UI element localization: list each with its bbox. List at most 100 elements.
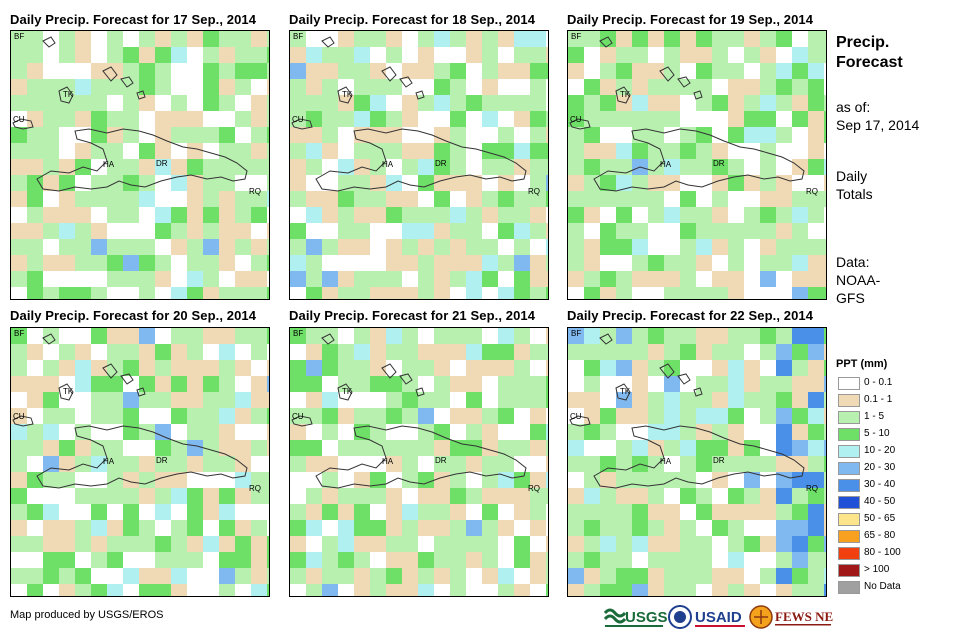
- legend-swatch: [838, 479, 860, 492]
- precip-cell: [402, 239, 418, 255]
- precip-cell: [498, 159, 514, 175]
- precip-cell: [306, 207, 322, 223]
- legend-swatch: [838, 428, 860, 441]
- precip-cell: [776, 440, 792, 456]
- precip-cell: [514, 328, 530, 344]
- precip-cell: [290, 536, 306, 552]
- precip-cell: [568, 191, 584, 207]
- precip-cell: [107, 127, 123, 143]
- precip-cell: [824, 127, 826, 143]
- precip-cell: [267, 424, 269, 440]
- precip-cell: [808, 360, 824, 376]
- precip-cell: [616, 207, 632, 223]
- precip-cell: [418, 255, 434, 271]
- precip-cell: [306, 79, 322, 95]
- precip-cell: [760, 504, 776, 520]
- precip-cell: [498, 95, 514, 111]
- precip-cell: [418, 488, 434, 504]
- precip-cell: [203, 440, 219, 456]
- precip-cell: [43, 328, 59, 344]
- precip-cell: [11, 143, 27, 159]
- precip-cell: [418, 63, 434, 79]
- precip-cell: [11, 127, 27, 143]
- precip-cell: [600, 328, 616, 344]
- precip-cell: [680, 159, 696, 175]
- usgs-logo: USGS: [603, 608, 668, 627]
- precip-cell: [466, 360, 482, 376]
- precip-cell: [107, 552, 123, 568]
- precip-cell: [219, 328, 235, 344]
- precip-cell: [251, 376, 267, 392]
- precip-cell: [514, 255, 530, 271]
- precip-cell: [267, 63, 269, 79]
- precip-cell: [418, 440, 434, 456]
- precip-cell: [680, 328, 696, 344]
- precip-cell: [600, 271, 616, 287]
- precip-cell: [171, 47, 187, 63]
- precip-cell: [187, 456, 203, 472]
- precip-cell: [808, 456, 824, 472]
- precip-cell: [584, 31, 600, 47]
- precip-cell: [155, 584, 171, 596]
- precip-cell: [568, 255, 584, 271]
- precip-cell: [306, 568, 322, 584]
- precip-cell: [290, 143, 306, 159]
- island-outline: [599, 333, 613, 345]
- precip-cell: [187, 360, 203, 376]
- precip-cell: [187, 175, 203, 191]
- precip-cell: [696, 127, 712, 143]
- precip-cell: [808, 191, 824, 207]
- precip-cell: [434, 456, 450, 472]
- precip-cell: [27, 504, 43, 520]
- precip-cell: [187, 255, 203, 271]
- precip-cell: [322, 207, 338, 223]
- precip-cell: [482, 207, 498, 223]
- precip-cell: [632, 191, 648, 207]
- precip-cell: [498, 360, 514, 376]
- precip-cell: [808, 424, 824, 440]
- precip-cell: [712, 175, 728, 191]
- precip-cell: [11, 440, 27, 456]
- precip-cell: [568, 95, 584, 111]
- precip-cell: [696, 488, 712, 504]
- precip-cell: [616, 191, 632, 207]
- precip-cell: [267, 31, 269, 47]
- precip-cell: [402, 504, 418, 520]
- precip-cell: [498, 191, 514, 207]
- precip-cell: [251, 440, 267, 456]
- precip-cell: [306, 392, 322, 408]
- precip-cell: [648, 63, 664, 79]
- precip-cell: [728, 79, 744, 95]
- precip-cell: [450, 31, 466, 47]
- label-tk: TK: [63, 90, 74, 99]
- fews-net-logo: FEWS NET: [749, 605, 842, 629]
- precip-cell: [354, 344, 370, 360]
- precip-cell: [43, 175, 59, 191]
- precip-cell: [498, 31, 514, 47]
- precip-cell: [386, 207, 402, 223]
- precip-cell: [728, 328, 744, 344]
- precip-cell: [514, 63, 530, 79]
- precip-cell: [600, 143, 616, 159]
- precip-cell: [600, 175, 616, 191]
- precip-cell: [322, 392, 338, 408]
- precip-cell: [482, 504, 498, 520]
- precip-cell: [322, 344, 338, 360]
- precip-cell: [203, 456, 219, 472]
- legend-label: 65 - 80: [864, 530, 896, 541]
- precip-cell: [568, 47, 584, 63]
- precip-cell: [354, 79, 370, 95]
- precip-cell: [776, 127, 792, 143]
- precip-cell: [498, 568, 514, 584]
- precip-cell: [354, 328, 370, 344]
- precip-cell: [43, 223, 59, 239]
- precip-cell: [568, 424, 584, 440]
- precip-cell: [203, 408, 219, 424]
- precip-cell: [498, 456, 514, 472]
- precip-cell: [546, 255, 548, 271]
- precip-cell: [776, 63, 792, 79]
- precip-cell: [466, 95, 482, 111]
- precip-cell: [744, 328, 760, 344]
- precip-cell: [514, 504, 530, 520]
- island-outline: [136, 387, 146, 397]
